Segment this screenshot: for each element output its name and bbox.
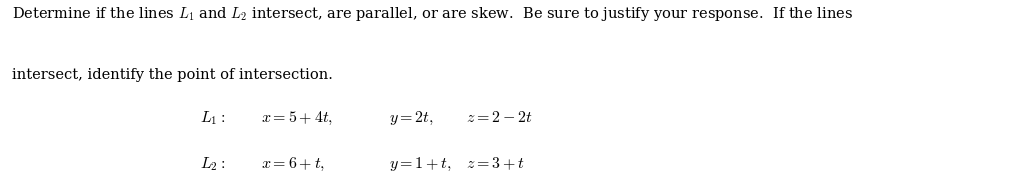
Text: intersect, identify the point of intersection.: intersect, identify the point of interse… [12,68,333,82]
Text: $y = 2t,$: $y = 2t,$ [389,109,434,127]
Text: $L_1:$: $L_1:$ [200,109,225,127]
Text: $x = 6 + t,$: $x = 6 + t,$ [261,156,326,171]
Text: Determine if the lines $L_1$ and $L_2$ intersect, are parallel, or are skew.  Be: Determine if the lines $L_1$ and $L_2$ i… [12,5,853,23]
Text: $L_2:$: $L_2:$ [200,156,225,171]
Text: $z = 2 - 2t$: $z = 2 - 2t$ [466,109,532,126]
Text: $z = 3 + t$: $z = 3 + t$ [466,156,524,171]
Text: $y = 1 + t,$: $y = 1 + t,$ [389,156,452,171]
Text: $x = 5 + 4t,$: $x = 5 + 4t,$ [261,109,333,127]
